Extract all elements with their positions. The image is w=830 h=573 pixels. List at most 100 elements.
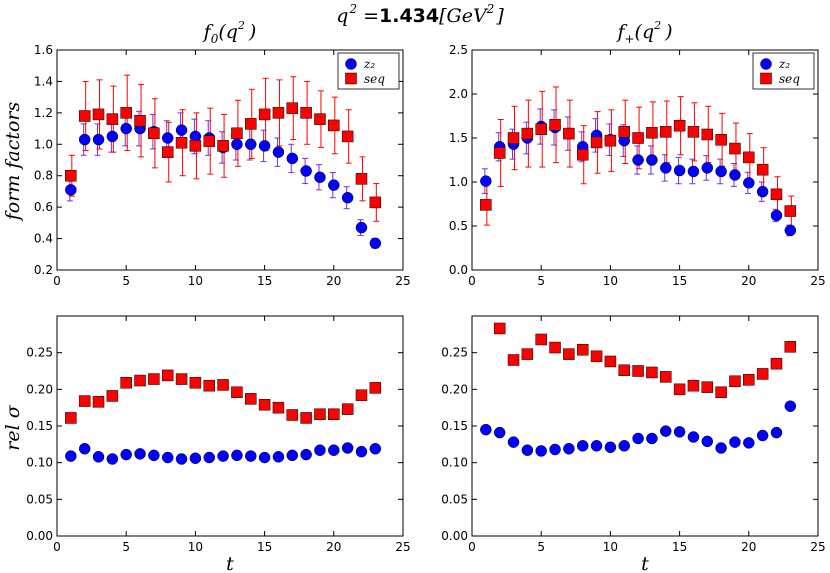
data-point-z2	[604, 441, 617, 454]
y-tick-label: 0.25	[441, 346, 468, 360]
data-point-seq	[549, 341, 561, 354]
data-point-seq	[535, 333, 547, 346]
data-point-seq	[756, 163, 769, 176]
data-point-seq	[507, 354, 520, 366]
data-point-seq	[604, 355, 617, 368]
data-point-z2	[341, 442, 354, 454]
data-point-z2	[328, 179, 340, 191]
data-point-seq	[369, 196, 382, 209]
data-point-seq	[203, 135, 215, 147]
data-point-z2	[258, 140, 271, 152]
y-tick-label: 1.4	[34, 74, 53, 88]
data-point-seq	[328, 408, 340, 421]
data-point-z2	[549, 443, 561, 456]
data-point-z2	[341, 191, 354, 204]
data-point-z2	[729, 436, 741, 448]
panel-title-fplus: f+(q2)	[615, 19, 672, 46]
y-tick-label: 0.20	[26, 382, 53, 396]
data-point-z2	[78, 442, 91, 455]
data-point-seq	[78, 395, 91, 407]
data-point-z2	[314, 444, 326, 456]
data-point-z2	[673, 426, 686, 438]
data-point-seq	[314, 408, 326, 421]
axes-frame	[56, 315, 404, 537]
data-point-seq	[272, 107, 285, 119]
legend-marker-seq	[760, 72, 772, 85]
data-point-z2	[590, 440, 603, 452]
data-point-z2	[770, 426, 783, 439]
data-point-seq	[715, 386, 727, 399]
x-tick-label: 0	[53, 274, 61, 288]
data-point-seq	[784, 341, 797, 353]
data-point-z2	[245, 138, 257, 151]
data-point-z2	[756, 429, 769, 442]
data-point-z2	[134, 448, 146, 460]
data-point-seq	[217, 379, 229, 391]
data-point-seq	[106, 390, 119, 402]
y-tick-label: 1.0	[34, 137, 53, 151]
data-point-seq	[341, 403, 354, 415]
data-point-seq	[715, 134, 727, 146]
y-tick-label: 0.05	[441, 492, 468, 506]
data-point-seq	[480, 199, 492, 211]
data-point-z2	[770, 209, 783, 222]
y-tick-label: 0.15	[26, 419, 53, 433]
x-tick-label: 20	[741, 540, 756, 554]
data-point-seq	[673, 119, 686, 132]
data-point-z2	[576, 440, 589, 452]
data-point-z2	[784, 400, 797, 412]
data-point-seq	[743, 151, 755, 164]
x-tick-label: 5	[537, 540, 545, 554]
axes-frame	[471, 315, 819, 537]
legend-label-seq: seq	[779, 72, 800, 86]
data-point-z2	[106, 130, 119, 143]
data-point-z2	[632, 432, 644, 445]
data-point-z2	[660, 425, 672, 437]
data-point-z2	[106, 453, 119, 465]
data-point-z2	[355, 445, 368, 458]
data-point-z2	[743, 437, 755, 449]
data-point-z2	[300, 165, 312, 177]
data-point-z2	[493, 426, 506, 439]
data-point-seq	[189, 140, 202, 152]
data-point-seq	[549, 119, 561, 131]
data-point-seq	[576, 148, 589, 161]
data-point-seq	[729, 142, 741, 155]
x-tick-label: 10	[603, 540, 618, 554]
data-point-z2	[272, 451, 285, 463]
data-point-seq	[189, 376, 202, 389]
data-point-z2	[563, 442, 575, 455]
data-point-z2	[78, 133, 91, 146]
data-point-z2	[632, 154, 644, 166]
data-point-z2	[701, 162, 714, 174]
data-point-z2	[300, 448, 312, 461]
x-tick-label: 15	[257, 540, 272, 554]
data-point-z2	[258, 451, 271, 464]
data-point-z2	[189, 452, 202, 465]
y-tick-label: 1.0	[449, 175, 468, 189]
data-point-z2	[618, 440, 630, 452]
data-point-seq	[92, 108, 105, 121]
y-tick-label: 2.0	[449, 87, 468, 101]
data-point-z2	[286, 449, 299, 462]
data-point-seq	[563, 348, 575, 360]
data-point-seq	[134, 374, 146, 387]
data-point-z2	[715, 442, 727, 454]
data-point-z2	[231, 138, 243, 151]
data-point-seq	[770, 188, 783, 201]
y-tick-label: 1.5	[449, 131, 468, 145]
data-point-z2	[646, 154, 658, 166]
axes-frame	[56, 49, 404, 271]
y-tick-label: 1.2	[34, 106, 53, 120]
data-point-seq	[65, 169, 77, 182]
data-point-seq	[660, 126, 672, 138]
data-point-seq	[535, 123, 547, 135]
data-point-z2	[715, 165, 727, 178]
x-tick-label: 5	[537, 274, 545, 288]
y-tick-label: 0.15	[441, 419, 468, 433]
data-point-seq	[134, 114, 146, 127]
legend-marker-z2	[345, 58, 357, 70]
data-point-seq	[590, 136, 603, 149]
data-point-z2	[92, 451, 105, 463]
